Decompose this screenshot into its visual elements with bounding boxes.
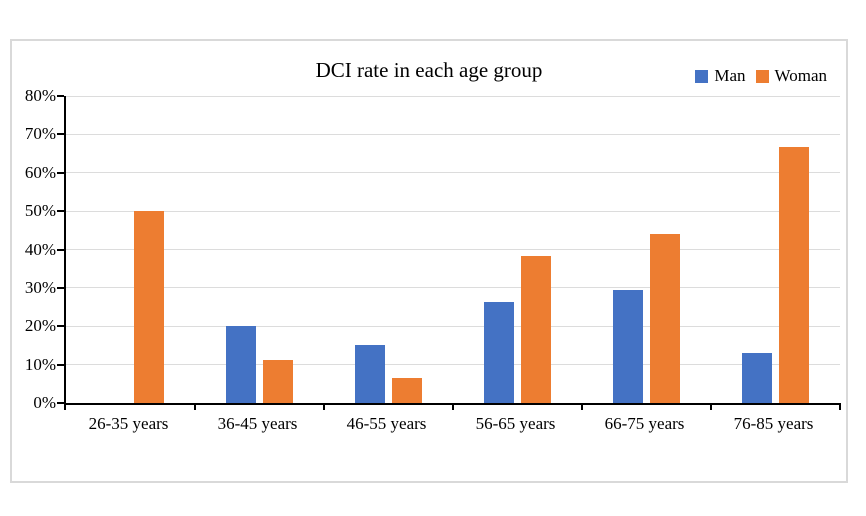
x-axis-tick [452,403,454,410]
y-axis-label-30: 30% [24,277,56,297]
x-axis-label-46-55-years: 46-55 years [346,414,427,433]
gridline-60 [66,172,840,174]
y-axis-label-0: 0% [33,393,56,412]
y-axis-tick [57,402,64,404]
plot-area [57,95,841,410]
gridline-30 [66,287,840,289]
bar-man-66-75-years [613,290,643,403]
gridline-10 [66,364,840,366]
y-axis-tick [57,133,64,136]
bar-man-36-45-years [226,326,256,403]
gridline-50 [66,210,840,212]
legend-item-woman: Woman [755,66,827,85]
y-axis-label-20: 20% [24,316,56,336]
x-axis-tick [64,403,66,410]
bar-woman-66-75-years [650,233,680,403]
y-axis-label-40: 40% [24,239,56,259]
bar-man-46-55-years [355,344,385,403]
y-axis-tick [57,248,64,251]
y-axis-label-80: 80% [24,86,56,105]
y-axis-label-70: 70% [24,124,56,144]
legend-swatch-woman-icon [755,69,769,83]
bar-woman-46-55-years [392,378,422,403]
x-axis-tick [581,403,583,410]
x-axis-label-76-85-years: 76-85 years [733,414,814,433]
y-axis-tick [57,95,64,97]
legend-item-man: Man [695,66,746,85]
gridline-40 [66,249,840,250]
x-axis-label-66-75-years: 66-75 years [604,414,685,433]
x-axis-tick [839,403,841,410]
y-axis-tick [57,210,64,213]
gridline-70 [66,133,840,135]
bar-man-56-65-years [484,302,514,403]
chart-title: DCI rate in each age group [315,58,543,82]
x-axis-tick [710,403,712,410]
y-axis-label-50: 50% [24,201,56,221]
legend-swatch-man-icon [695,69,709,83]
bar-woman-56-65-years [521,256,551,403]
y-axis-label-10: 10% [24,354,56,374]
bar-woman-36-45-years [263,360,293,403]
x-axis-label-56-65-years: 56-65 years [475,414,556,433]
x-axis-tick [323,403,325,410]
legend: Man Woman [695,67,827,85]
y-axis-tick [57,325,64,328]
x-axis-label-36-45-years: 36-45 years [217,414,298,433]
bar-woman-26-35-years [134,211,164,403]
gridline-80 [66,95,840,97]
x-axis-tick [194,403,196,410]
bar-man-76-85-years [742,353,772,403]
legend-label-woman: Woman [774,66,827,85]
x-axis-label-26-35-years: 26-35 years [88,414,169,433]
bar-woman-76-85-years [779,147,809,403]
y-axis-tick [57,171,64,174]
y-axis-tick [57,286,64,289]
chart-container: DCI rate in each age group Man Woman 0% 1… [10,39,848,483]
y-axis-label-60: 60% [24,162,56,182]
y-axis-tick [57,363,64,366]
gridline-20 [66,325,840,327]
legend-label-man: Man [714,66,746,85]
